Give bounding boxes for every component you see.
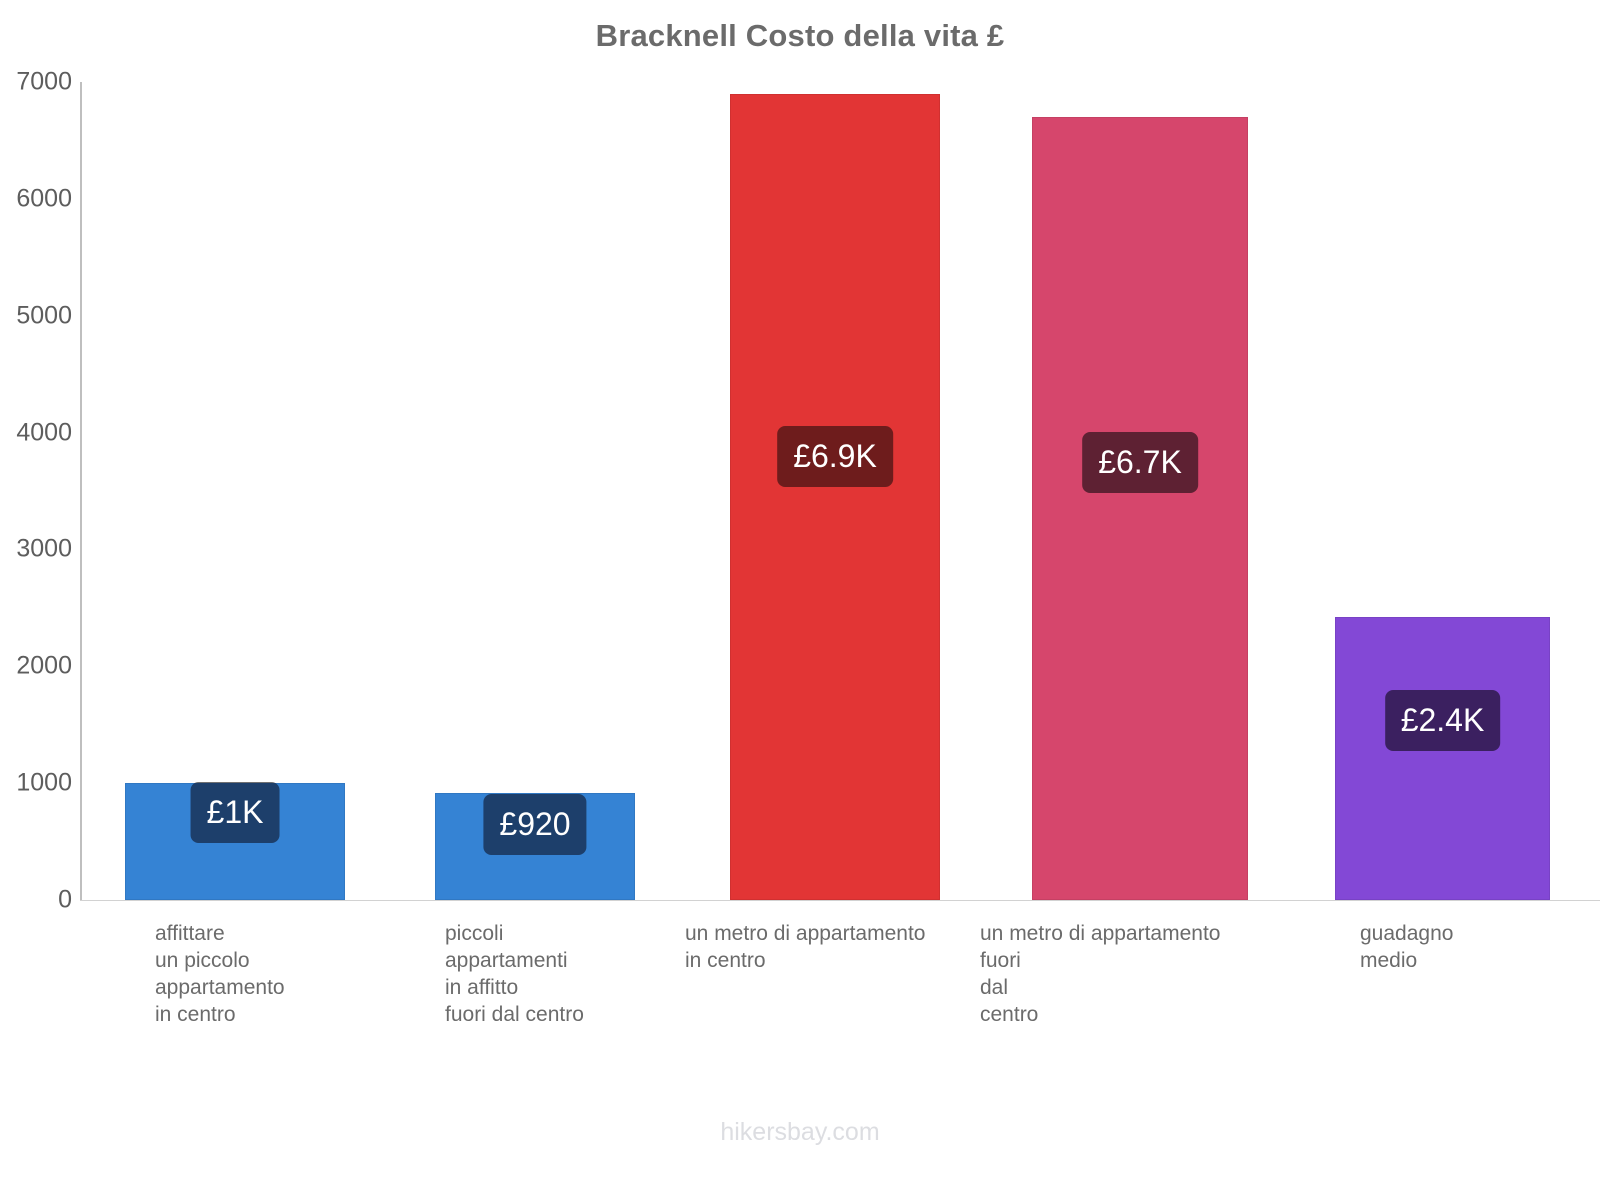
y-axis-line [80, 82, 82, 900]
y-axis-tick-label: 5000 [16, 301, 72, 330]
y-axis-tick-label: 6000 [16, 184, 72, 213]
x-axis-category-label: guadagno medio [1360, 922, 1454, 972]
x-axis-category-label: affittare un piccolo appartamento in cen… [155, 922, 285, 1026]
bar-rect [1032, 117, 1248, 900]
bar-value-label: £2.4K [1384, 690, 1501, 751]
bar-value-label: £920 [483, 794, 587, 855]
plot-area: 0 1000 2000 3000 4000 5000 6000 7000 £1K £920 £6.… [16, 68, 1600, 914]
y-axis-tick-label: 2000 [16, 651, 72, 680]
gridline [80, 900, 1600, 901]
y-axis-tick-label: 0 [58, 885, 72, 914]
y-axis-tick-label: 4000 [16, 418, 72, 447]
bar[interactable] [1335, 617, 1550, 900]
y-axis-tick-label: 7000 [16, 67, 72, 96]
bar-rect [730, 93, 940, 900]
chart-title: Bracknell Costo della vita £ [595, 18, 1005, 53]
gridline [80, 82, 1600, 83]
x-axis-category-label: un metro di appartamento in centro [685, 922, 926, 972]
y-axis-tick-label: 3000 [16, 534, 72, 563]
bar-value-label: £6.9K [777, 426, 893, 487]
x-axis-category-label: piccoli appartamenti in affitto fuori da… [445, 922, 584, 1026]
bar[interactable] [730, 93, 940, 900]
bar-value-label: £1K [190, 782, 280, 843]
bar-rect [1335, 617, 1550, 900]
bar[interactable] [1032, 117, 1248, 900]
bar-value-label: £6.7K [1082, 432, 1198, 493]
watermark: hikersbay.com [720, 1118, 880, 1146]
x-axis-category-label: un metro di appartamento fuori dal centr… [980, 922, 1221, 1026]
y-axis-tick-label: 1000 [16, 768, 72, 797]
